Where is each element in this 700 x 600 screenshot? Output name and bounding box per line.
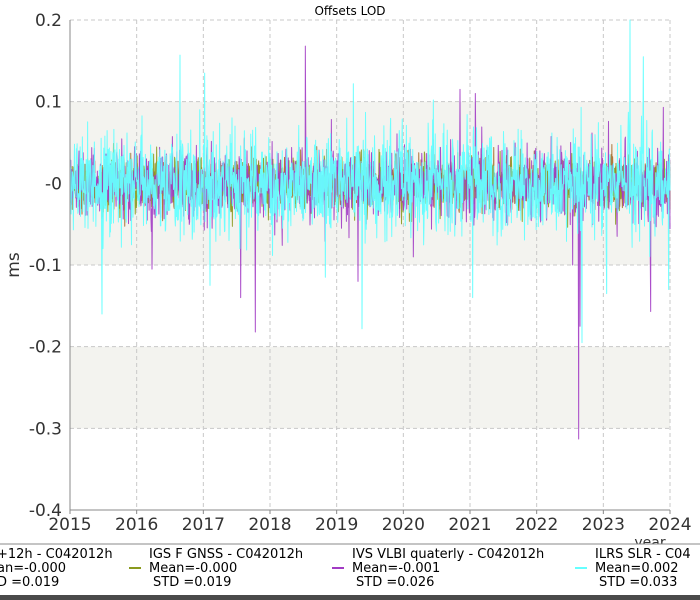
- x-tick-label: 2017: [182, 515, 225, 535]
- legend-series-std: STD =0.026: [356, 575, 434, 590]
- chart-title: Offsets LOD: [314, 4, 385, 18]
- x-tick-label: 2019: [315, 515, 358, 535]
- y-axis-label: ms: [4, 252, 24, 278]
- x-tick-label: 2024: [648, 515, 691, 535]
- legend-series-mean: Mean=0.002: [595, 561, 679, 576]
- legend-item-series-0: +12h - C042012h an=-0.000 D =0.019: [0, 547, 113, 590]
- x-tick-label: 2015: [48, 515, 91, 535]
- legend-item-series-2: IVS VLBI quaterly - C042012h Mean=-0.001…: [332, 547, 544, 590]
- y-tick-label: -0.1: [29, 256, 62, 276]
- legend-item-series-3: ILRS SLR - C04 Mean=0.002 STD =0.033: [575, 547, 691, 590]
- y-tick-label: -0: [45, 174, 62, 194]
- legend-series-std: STD =0.033: [599, 575, 677, 590]
- legend-item-series-1: IGS F GNSS - C042012h Mean=-0.000 STD =0…: [129, 547, 303, 590]
- legend-series-mean: Mean=-0.000: [149, 561, 237, 576]
- y-tick-label: 0.1: [35, 93, 62, 113]
- legend: +12h - C042012h an=-0.000 D =0.019 IGS F…: [0, 543, 700, 600]
- legend-series-name: ILRS SLR - C04: [595, 547, 691, 562]
- legend-series-name: IGS F GNSS - C042012h: [149, 547, 303, 562]
- legend-series-name: IVS VLBI quaterly - C042012h: [352, 547, 544, 562]
- y-tick-label: -0.2: [29, 338, 62, 358]
- series-layer: [69, 19, 671, 440]
- x-tick-label: 2018: [248, 515, 291, 535]
- x-tick-label: 2023: [582, 515, 625, 535]
- legend-series-name: +12h - C042012h: [0, 547, 113, 562]
- legend-shadow: [0, 595, 700, 600]
- legend-series-std: D =0.019: [0, 575, 59, 590]
- series-line-3: [69, 19, 671, 344]
- legend-series-std: STD =0.019: [153, 575, 231, 590]
- y-tick-label: 0.2: [35, 11, 62, 31]
- legend-series-mean: an=-0.000: [0, 561, 66, 576]
- x-tick-label: 2021: [448, 515, 491, 535]
- x-tick-label: 2020: [382, 515, 425, 535]
- axes: [69, 20, 670, 511]
- x-tick-label: 2022: [515, 515, 558, 535]
- y-tick-label: -0.4: [29, 501, 62, 521]
- legend-border: [0, 543, 700, 597]
- plot-band: [70, 346, 670, 429]
- y-tick-label: -0.3: [29, 419, 62, 439]
- legend-series-mean: Mean=-0.001: [352, 561, 440, 576]
- x-tick-label: 2016: [115, 515, 158, 535]
